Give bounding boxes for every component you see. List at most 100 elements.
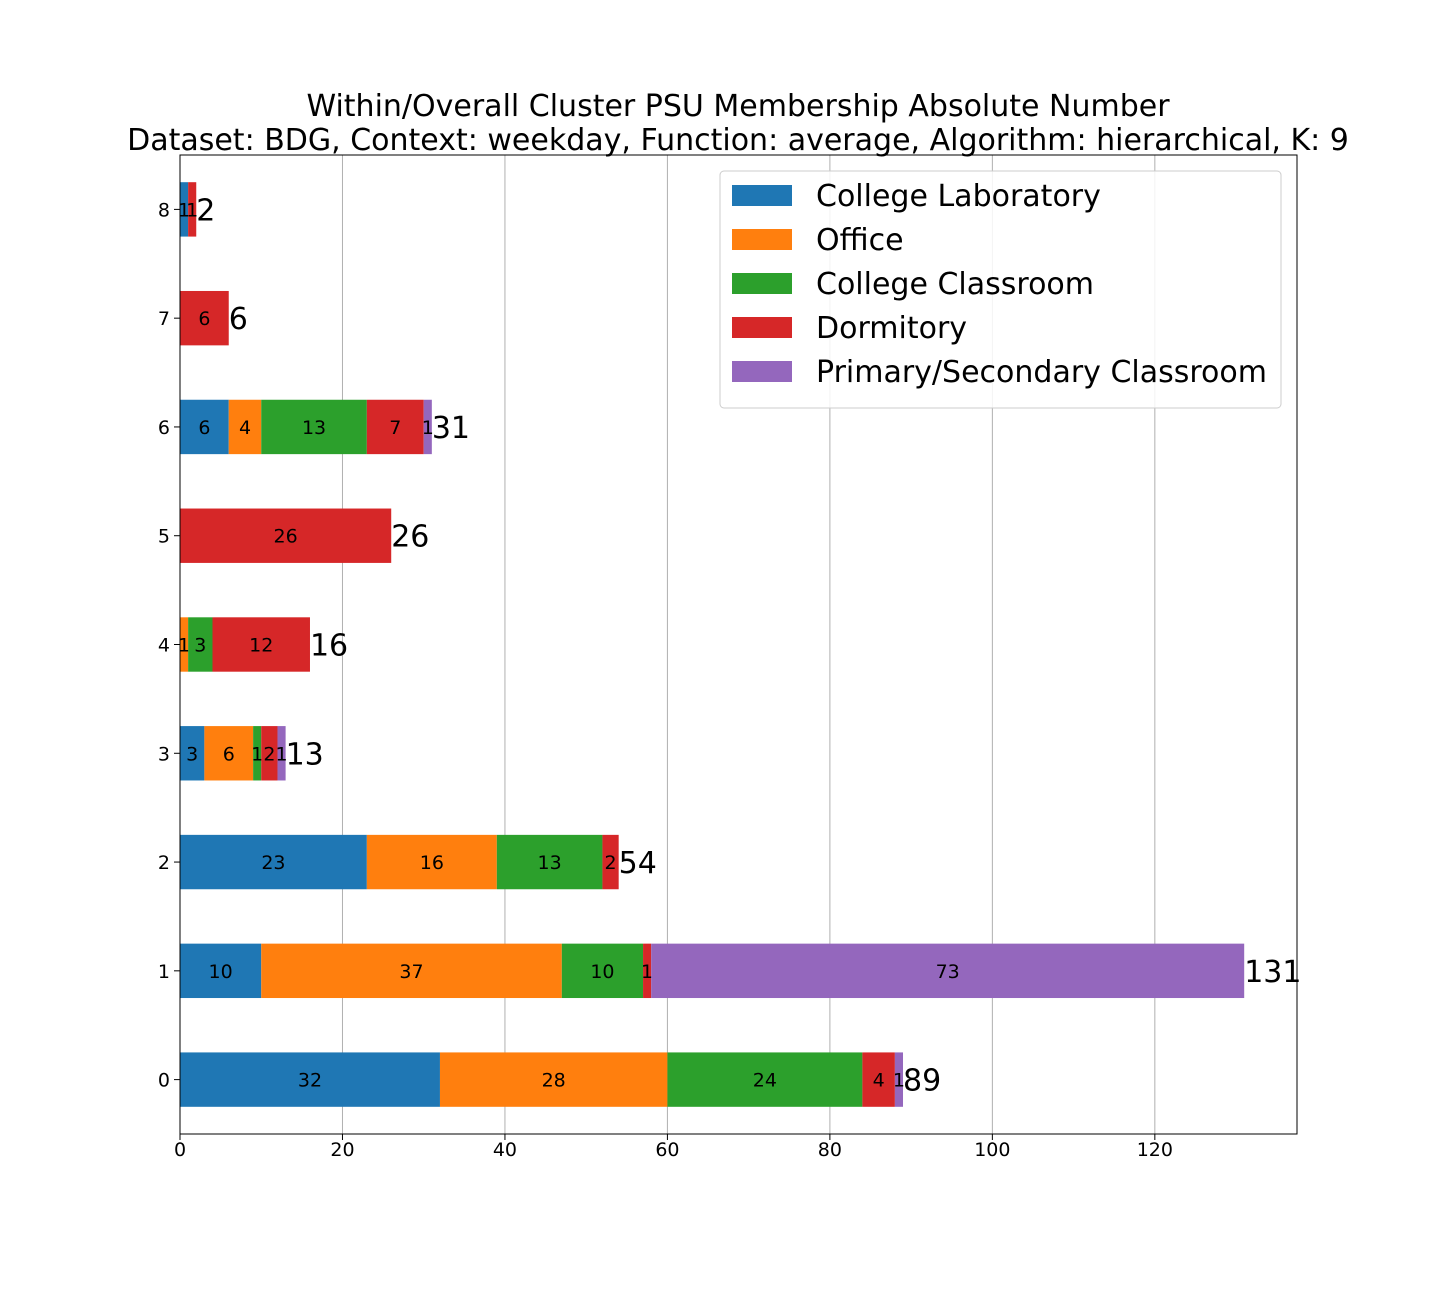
bar-segment bbox=[180, 943, 262, 999]
legend: College Laboratory Office College Classroo… bbox=[719, 170, 1282, 409]
bar-segment bbox=[602, 834, 619, 890]
bar-total-label: 54 bbox=[619, 846, 657, 881]
legend-swatch bbox=[732, 361, 792, 382]
segment-value-label: 26 bbox=[274, 526, 298, 548]
legend-box bbox=[719, 170, 1282, 409]
segment-value-label: 1 bbox=[251, 743, 263, 765]
chart-subtitle: Dataset: BDG, Context: weekday, Function… bbox=[127, 123, 1349, 158]
legend-label: Primary/Secondary Classroom bbox=[816, 355, 1267, 390]
bar-segment bbox=[212, 617, 310, 672]
segment-value-label: 1 bbox=[275, 743, 287, 765]
segment-value-label: 24 bbox=[753, 1070, 777, 1092]
segment-value-label: 1 bbox=[178, 635, 190, 657]
bar-segment bbox=[894, 1052, 904, 1107]
bar-segment bbox=[862, 1052, 895, 1107]
y-tick-label: 2 bbox=[158, 852, 170, 874]
segment-value-label: 1 bbox=[422, 417, 434, 439]
x-tick-label: 100 bbox=[974, 1139, 1010, 1161]
bar-total-label: 131 bbox=[1244, 955, 1301, 990]
bar-segment bbox=[261, 943, 562, 999]
bar-segment bbox=[439, 1052, 668, 1107]
bar-segment bbox=[651, 943, 1245, 999]
plot-frame bbox=[179, 154, 1298, 1135]
bar-total-label: 2 bbox=[196, 193, 215, 228]
bar-total-label: 16 bbox=[310, 629, 348, 664]
x-tick-label: 20 bbox=[330, 1139, 354, 1161]
bar-segment bbox=[261, 399, 367, 455]
legend-label: College Classroom bbox=[816, 267, 1094, 302]
bar-segment bbox=[204, 726, 254, 781]
bar-segment bbox=[180, 617, 189, 672]
bar-segment bbox=[180, 399, 229, 455]
segment-value-label: 4 bbox=[239, 417, 251, 439]
bar-total-label: 89 bbox=[903, 1064, 941, 1099]
y-tick-label: 8 bbox=[158, 199, 170, 221]
bar-segment bbox=[180, 834, 367, 890]
bar-total-label: 6 bbox=[229, 302, 248, 337]
y-tick-label: 5 bbox=[158, 526, 170, 548]
bar-segment bbox=[643, 943, 652, 999]
segment-value-label: 2 bbox=[605, 852, 617, 874]
segment-value-label: 13 bbox=[538, 852, 562, 874]
y-tick-label: 4 bbox=[158, 635, 170, 657]
legend-swatch bbox=[732, 317, 792, 338]
legend-swatch bbox=[732, 185, 792, 206]
bar-segment bbox=[496, 834, 603, 890]
bar-segment bbox=[261, 726, 278, 781]
x-tick-label: 60 bbox=[655, 1139, 679, 1161]
bar-segment bbox=[180, 726, 205, 781]
segment-value-label: 73 bbox=[936, 961, 960, 983]
segment-value-label: 1 bbox=[178, 199, 190, 221]
bar-total-label: 13 bbox=[286, 737, 324, 772]
x-tick-label: 0 bbox=[174, 1139, 186, 1161]
segment-value-label: 37 bbox=[399, 961, 423, 983]
x-tick-label: 120 bbox=[1137, 1139, 1173, 1161]
segment-value-label: 7 bbox=[389, 417, 401, 439]
segment-value-label: 2 bbox=[263, 743, 275, 765]
segment-value-label: 1 bbox=[641, 961, 653, 983]
bar-segment bbox=[188, 617, 213, 672]
y-tick-label: 1 bbox=[158, 961, 170, 983]
x-tick-label: 40 bbox=[493, 1139, 517, 1161]
segment-value-label: 4 bbox=[873, 1070, 885, 1092]
bar-total-label: 31 bbox=[432, 411, 470, 446]
segment-value-label: 12 bbox=[249, 635, 273, 657]
legend-label: College Laboratory bbox=[816, 179, 1101, 214]
segment-value-label: 16 bbox=[420, 852, 444, 874]
segment-value-label: 6 bbox=[223, 743, 235, 765]
y-tick-label: 3 bbox=[158, 743, 170, 765]
segment-value-label: 1 bbox=[893, 1070, 905, 1092]
segment-value-label: 10 bbox=[209, 961, 233, 983]
legend-label: Office bbox=[816, 223, 904, 258]
segment-value-label: 6 bbox=[198, 308, 210, 330]
bar-segment bbox=[667, 1052, 863, 1107]
bar-total-label: 26 bbox=[391, 520, 429, 555]
segment-value-label: 23 bbox=[261, 852, 285, 874]
bar-segment bbox=[188, 182, 197, 237]
bar-segment bbox=[180, 1052, 440, 1107]
legend-swatch bbox=[732, 229, 792, 250]
bar-segment bbox=[366, 399, 424, 455]
bar-segment bbox=[180, 290, 229, 346]
segment-value-label: 10 bbox=[590, 961, 614, 983]
segment-value-label: 28 bbox=[542, 1070, 566, 1092]
bar-segment bbox=[423, 399, 432, 455]
bar-segment bbox=[561, 943, 644, 999]
bar-segment bbox=[180, 508, 392, 563]
x-tick-label: 80 bbox=[818, 1139, 842, 1161]
bar-segment bbox=[253, 726, 262, 781]
segment-value-label: 13 bbox=[302, 417, 326, 439]
segment-value-label: 3 bbox=[186, 743, 198, 765]
bar-segment bbox=[366, 834, 497, 890]
chart-title: Within/Overall Cluster PSU Membership Ab… bbox=[306, 89, 1170, 124]
segment-value-label: 1 bbox=[186, 199, 198, 221]
bar-segment bbox=[180, 182, 189, 237]
segment-value-label: 32 bbox=[298, 1070, 322, 1092]
legend-label: Dormitory bbox=[816, 311, 967, 346]
y-tick-label: 0 bbox=[158, 1070, 170, 1092]
segment-value-label: 3 bbox=[194, 635, 206, 657]
bar-segment bbox=[228, 399, 262, 455]
y-tick-label: 6 bbox=[158, 417, 170, 439]
